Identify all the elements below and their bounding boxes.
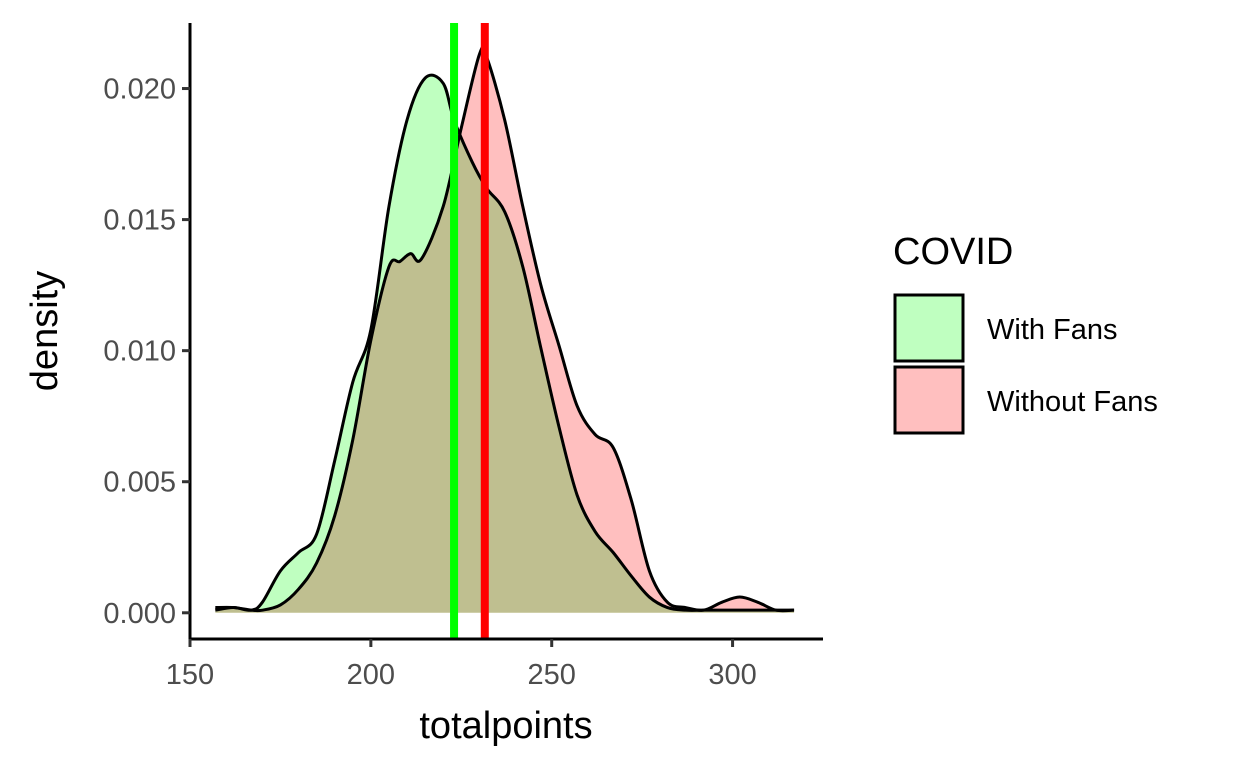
y-tick-label: 0.005 xyxy=(103,467,176,499)
x-tick-label: 300 xyxy=(708,659,756,691)
y-tick-label: 0.000 xyxy=(103,598,176,630)
y-axis-title: density xyxy=(24,271,66,391)
legend-title: COVID xyxy=(893,231,1013,273)
x-tick-label: 200 xyxy=(347,659,395,691)
x-tick-label: 150 xyxy=(166,659,214,691)
axes xyxy=(188,23,823,641)
x-tick-label: 250 xyxy=(528,659,576,691)
y-tick-label: 0.010 xyxy=(103,336,176,368)
y-ticks: 0.000 0.005 0.010 0.015 0.020 xyxy=(103,74,190,630)
y-tick-label: 0.015 xyxy=(103,205,176,237)
legend-key-0 xyxy=(893,293,965,363)
density-area-1 xyxy=(215,47,795,613)
x-ticks: 150 200 250 300 xyxy=(166,639,757,691)
series-layer xyxy=(215,45,795,613)
x-axis-title: totalpoints xyxy=(419,705,592,747)
legend-label-0: With Fans xyxy=(987,314,1118,346)
legend-label-1: Without Fans xyxy=(987,386,1158,418)
legend: COVID With Fans Without Fans xyxy=(893,231,1158,435)
legend-items: With Fans Without Fans xyxy=(893,293,1158,435)
legend-key-1 xyxy=(893,365,965,435)
reference-lines xyxy=(450,23,489,639)
y-tick-label: 0.020 xyxy=(103,74,176,106)
